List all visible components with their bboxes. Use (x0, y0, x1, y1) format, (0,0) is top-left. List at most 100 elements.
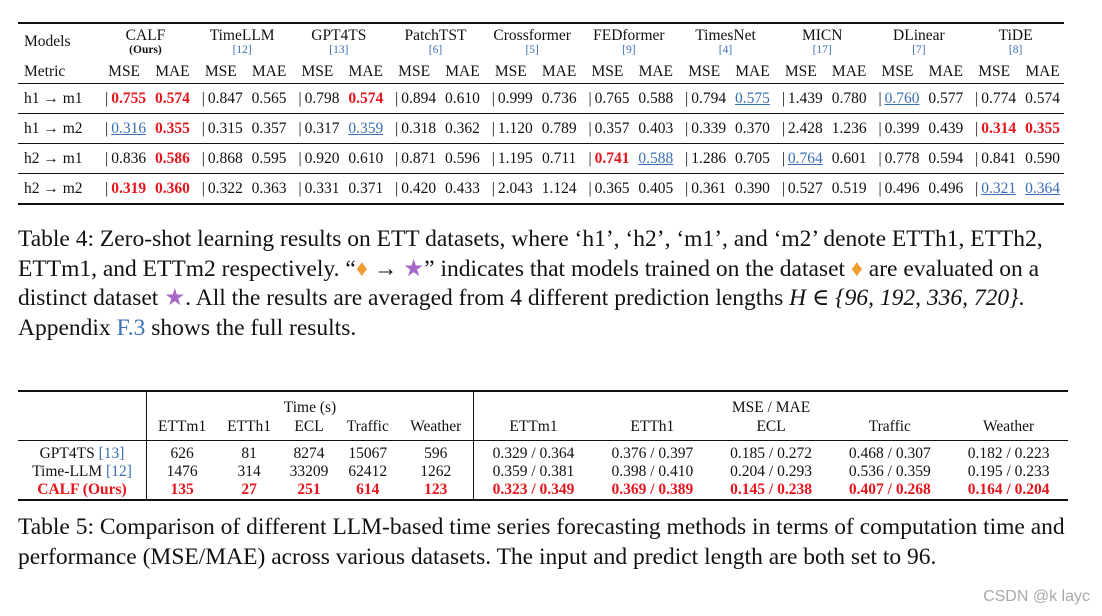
column-separator: | (395, 179, 399, 197)
metric-label: MAE (247, 60, 291, 84)
column-separator: | (781, 149, 785, 167)
table-5-group-header-row: Time (s) MSE / MAE (18, 391, 1068, 418)
time-column-header: ECL (280, 418, 338, 441)
cell-value: 1.439 (787, 89, 823, 107)
cell-value: 0.519 (831, 179, 867, 197)
table-cell: | 0.315 (193, 113, 248, 144)
cell-value: 0.794 (691, 89, 727, 107)
cell-value: 0.594 (928, 149, 964, 167)
table-cell: | 0.420 (387, 173, 442, 204)
empty-header (18, 418, 147, 441)
table-cell: | 0.321 (967, 173, 1022, 204)
table-4: Models CALF (Ours) TimeLLM [12] GPT4TS [13] Pat… (18, 22, 1064, 205)
time-cell: 251 (281, 481, 337, 500)
table-cell: 0.588 (634, 84, 677, 114)
cell-value: 0.182 / 0.223 (967, 445, 1050, 463)
caption-4-tail: . All the results are averaged from 4 di… (185, 285, 790, 311)
table-cell: | 0.836 (97, 143, 152, 174)
cell-value: 0.339 (691, 119, 727, 137)
perf-group-header: MSE / MAE (473, 391, 1068, 418)
metric-label: MAE (441, 60, 484, 84)
model-header-cell: TimeLLM [12] (194, 23, 291, 60)
cell-value: 0.595 (251, 149, 287, 167)
table-cell: 0.574 (1021, 84, 1064, 114)
model-name: Time-LLM (32, 463, 103, 481)
cell-value: 0.359 (348, 119, 384, 137)
time-cell: 8274 (281, 441, 337, 464)
perf-cell: 0.323 / 0.349 (473, 481, 593, 500)
table-cell: 0.595 (247, 143, 291, 174)
cell-value: 0.364 (1025, 179, 1060, 197)
model-name: Crossformer (493, 27, 571, 44)
table-cell: 0.364 (1021, 173, 1064, 204)
metric-label: MAE (731, 60, 774, 84)
table-cell: | 0.322 (193, 173, 248, 204)
cell-value: 0.316 (111, 119, 147, 137)
table-cell: | 0.317 (290, 113, 345, 144)
cell-value: 0.370 (735, 119, 770, 137)
model-cell: Time-LLM [12] (18, 463, 147, 481)
table-cell: 0.519 (827, 173, 871, 204)
table-cell: | 0.496 (870, 173, 925, 204)
column-separator: | (298, 119, 302, 137)
table-cell: 0.363 (247, 173, 291, 204)
cell-value: 0.314 (981, 119, 1017, 137)
cell-value: 0.164 / 0.204 (967, 481, 1050, 499)
citation-link: [17] (812, 43, 832, 56)
column-separator: | (878, 149, 882, 167)
caption-4-mid: ” indicates that models trained on the d… (424, 255, 851, 282)
cell-value: 0.204 / 0.293 (730, 463, 812, 481)
model-header-cell: GPT4TS [13] (290, 23, 387, 60)
column-separator: | (105, 179, 109, 197)
table-row: h1 → m2 | 0.316 0.355 | 0.315 0.357 | 0.317 0.359… (18, 113, 1064, 144)
cell-value: 0.536 / 0.359 (848, 463, 931, 481)
models-header: Models (24, 33, 71, 51)
appendix-link[interactable]: F.3 (116, 314, 146, 341)
perf-cell: 0.376 / 0.397 (593, 441, 712, 464)
table-cell: 0.588 (634, 143, 678, 174)
table-cell: 0.390 (731, 173, 774, 204)
cell-value: 0.601 (831, 149, 867, 167)
column-separator: | (201, 149, 205, 167)
column-separator: | (105, 119, 109, 137)
cell-value: 0.355 (155, 119, 190, 137)
row-label: h1 → m1 (24, 89, 83, 107)
model-cell: GPT4TS [13] (18, 441, 147, 464)
cell-value: 596 (424, 445, 448, 463)
column-separator: | (685, 149, 689, 167)
model-header-cell: TiDE [8] (967, 23, 1064, 60)
column-separator: | (878, 89, 882, 107)
table-cell: 0.736 (538, 84, 581, 114)
column-separator: | (781, 89, 785, 107)
table-cell: | 0.331 (290, 173, 345, 204)
cell-value: 0.321 (981, 179, 1017, 197)
cell-value: 27 (241, 481, 257, 499)
citation-link: [4] (718, 43, 733, 56)
cell-value: 0.741 (594, 149, 630, 167)
time-column-header: Traffic (337, 418, 399, 441)
cell-value: 0.574 (348, 89, 384, 107)
cell-value: 0.789 (541, 119, 577, 137)
perf-cell: 0.164 / 0.204 (949, 481, 1068, 500)
metric-label: MAE (344, 60, 388, 84)
column-separator: | (685, 179, 689, 197)
cell-value: 0.363 (251, 179, 287, 197)
column-separator: | (975, 179, 979, 197)
time-column-header: ETTm1 (146, 418, 218, 441)
column-separator: | (685, 89, 689, 107)
star-icon: ★ (403, 255, 425, 282)
cell-value: 0.577 (928, 89, 964, 107)
column-separator: | (395, 119, 399, 137)
metric-label: MSE (97, 60, 152, 84)
cell-value: 0.496 (928, 179, 964, 197)
table-cell: | 0.765 (581, 84, 635, 114)
perf-cell: 0.468 / 0.307 (830, 441, 949, 464)
table-row: Time-LLM [12] 1476 314 33209 62412 1262 0.359 … (18, 463, 1068, 481)
cell-value: 0.705 (735, 149, 770, 167)
cell-value: 0.145 / 0.238 (730, 481, 812, 499)
table-4-metric-row: Metric MSE MAE MSE MAE MSE MAE MSE MAE MSE MAE MSE M… (18, 60, 1064, 84)
column-separator: | (878, 179, 882, 197)
cell-value: 0.357 (251, 119, 287, 137)
column-separator: | (105, 89, 109, 107)
column-separator: | (491, 149, 495, 167)
